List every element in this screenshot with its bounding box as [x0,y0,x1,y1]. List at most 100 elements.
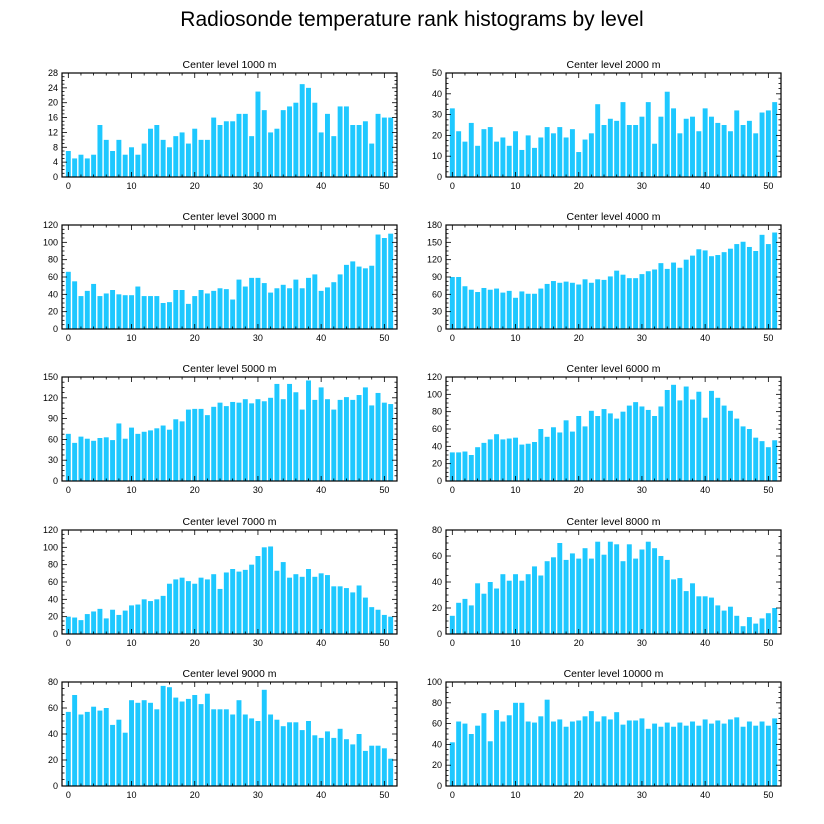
histogram-bar [293,392,299,481]
histogram-bar [211,290,217,329]
histogram-bar [375,609,381,634]
histogram-bar [702,108,708,177]
histogram-bar [487,289,493,329]
y-tick-label: 10 [432,151,442,161]
histogram-bar [325,399,330,481]
histogram-bar [325,575,330,634]
histogram-bar [683,386,689,481]
y-tick-label: 12 [48,127,58,137]
histogram-bar [456,277,462,329]
x-tick-label: 40 [316,485,326,495]
histogram-bar [582,279,588,329]
histogram-bar [715,397,721,481]
histogram-bar [658,116,664,177]
histogram-bar [639,549,645,634]
histogram-bar [78,714,84,786]
histogram-bar [135,604,141,634]
histogram-bar [740,241,746,329]
histogram-bar [544,561,550,634]
x-tick-label: 30 [253,333,263,343]
histogram-bar [601,409,607,481]
histogram-bar [312,102,318,177]
histogram-bar [614,544,620,634]
histogram-panel-5: Center level 5000 m 0 10 20 30 40 50 0 30 60 90 120… [43,363,398,495]
histogram-bar [312,399,318,481]
histogram-bar [204,293,210,329]
histogram-bar [500,137,506,177]
y-tick-label: 0 [53,476,58,486]
x-tick-label: 0 [66,181,71,191]
histogram-bar [166,687,172,786]
histogram-bar [734,418,740,481]
x-tick-label: 20 [190,638,200,648]
histogram-bar [475,292,481,329]
histogram-bar [487,582,493,634]
y-tick-label: 40 [432,441,442,451]
histogram-bar [772,102,778,177]
histogram-bar [318,387,324,481]
x-tick-label: 10 [511,181,521,191]
histogram-bar [576,152,582,177]
histogram-bar [204,139,210,177]
histogram-bar [727,606,733,634]
histogram-bar [242,113,248,177]
histogram-bar [645,728,651,786]
x-tick-label: 50 [763,790,773,800]
histogram-bar [721,405,727,481]
histogram-bar [331,282,337,329]
x-tick-label: 20 [574,485,584,495]
histogram-bar [141,143,147,177]
y-tick-label: 0 [53,172,58,182]
histogram-bar [709,597,714,634]
histogram-bar [287,383,293,481]
histogram-bar [261,110,267,177]
histogram-bar [468,122,474,177]
histogram-bar [588,558,594,634]
histogram-bar [658,263,664,329]
histogram-bar [481,287,487,329]
histogram-bar [65,711,71,786]
histogram-bar [468,289,474,329]
histogram-bar [274,383,280,481]
histogram-bar [513,437,518,481]
histogram-bar [614,418,620,481]
histogram-bar [135,702,141,786]
histogram-bar [715,255,721,329]
histogram-bar [280,284,286,329]
y-tick-label: 20 [432,130,442,140]
histogram-bar [759,112,765,177]
histogram-bar [671,108,677,177]
histogram-bar [249,136,255,177]
histogram-bar [576,416,582,481]
histogram-bar [312,274,318,329]
panel-title: Center level 10000 m [564,668,664,680]
histogram-bar [312,735,318,786]
histogram-panel-8: Center level 8000 m 0 10 20 30 40 50 0 20 40 60 80 [432,516,782,648]
histogram-bar [242,714,248,786]
histogram-bar [601,716,607,786]
histogram-bar [293,102,299,177]
histogram-bar [343,739,349,786]
histogram-bar [369,143,375,177]
y-tick-label: 0 [53,629,58,639]
histogram-bar [148,601,153,634]
histogram-bar [652,548,658,634]
histogram-bar [325,287,330,329]
histogram-bar [759,618,765,634]
histogram-bar [356,585,362,634]
histogram-bar [449,452,455,481]
histogram-bar [620,561,626,634]
x-tick-label: 0 [66,638,71,648]
histogram-bar [715,122,721,177]
histogram-bar [198,408,204,481]
histogram-bar [166,429,172,481]
histogram-bar [671,384,677,481]
y-tick-label: 30 [432,110,442,120]
histogram-bar [236,571,242,634]
y-tick-label: 40 [48,594,58,604]
histogram-bar [702,417,708,481]
histogram-bar [557,282,563,329]
histogram-bar [65,271,71,329]
histogram-bar [759,234,765,329]
histogram-bar [677,400,683,481]
